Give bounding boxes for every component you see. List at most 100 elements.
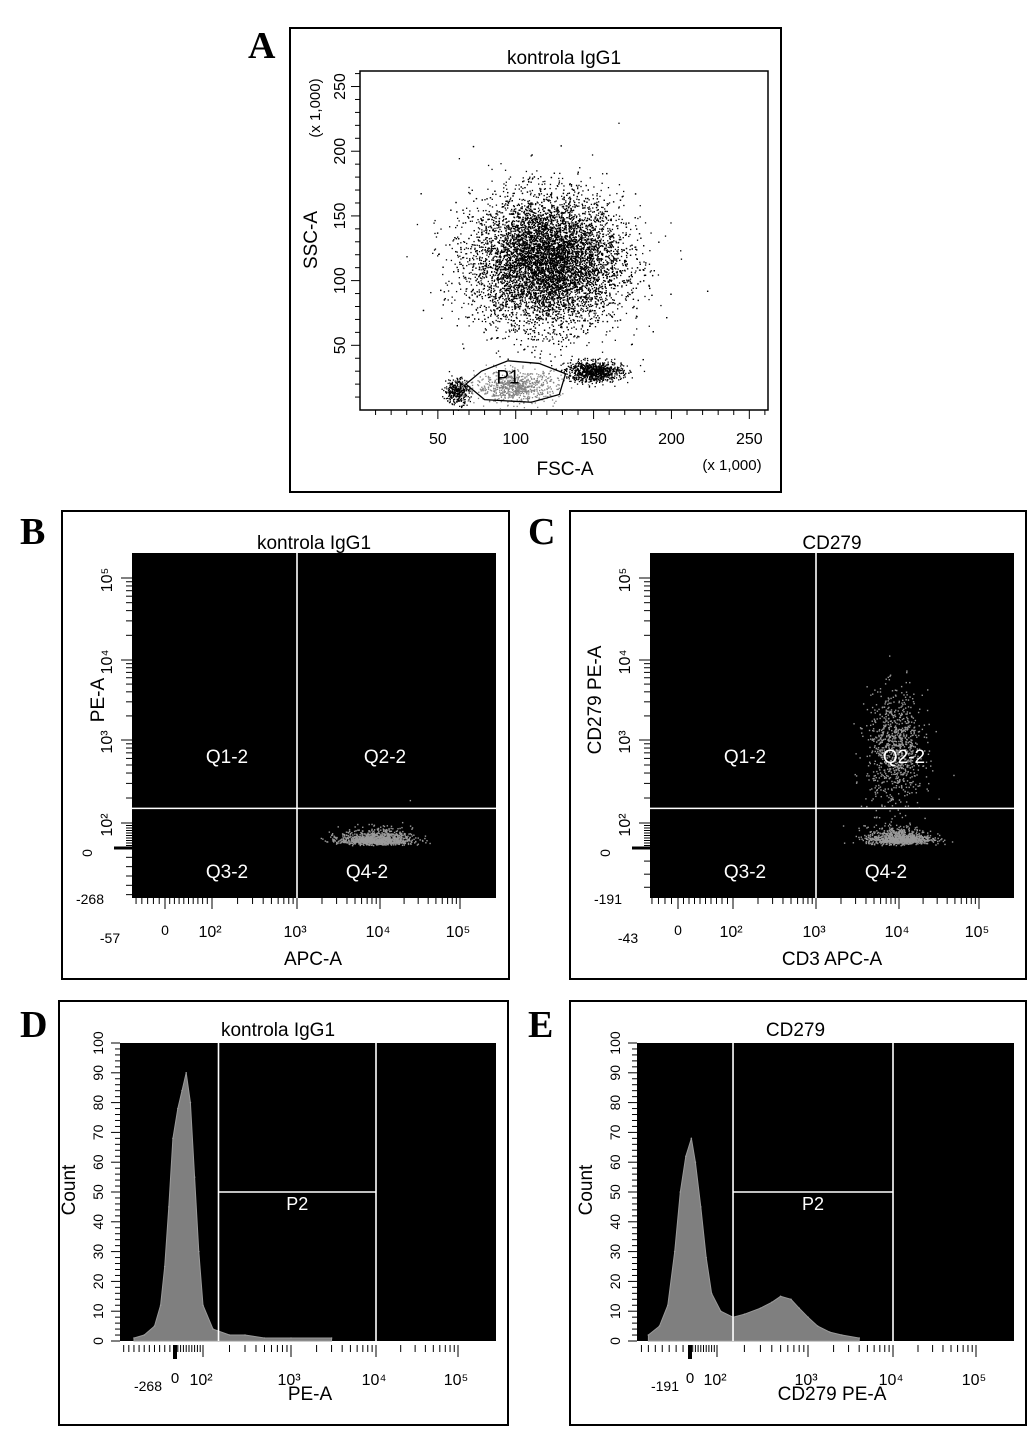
event-dot [601, 285, 604, 287]
event-dot [505, 304, 507, 307]
event-dot [518, 327, 520, 329]
event-dot [582, 232, 584, 235]
event-dot [512, 311, 514, 314]
event-dot [498, 256, 500, 258]
event-dot [490, 287, 493, 290]
event-dot [611, 302, 613, 304]
event-dot [485, 309, 487, 311]
event-dot [592, 253, 594, 255]
event-dot [509, 291, 512, 294]
event-dot [538, 262, 541, 265]
event-dot [525, 212, 528, 215]
event-dot [573, 204, 576, 206]
event-dot [526, 184, 529, 186]
event-dot [538, 269, 540, 271]
event-dot [594, 238, 597, 240]
event-dot [522, 237, 524, 239]
event-dot [588, 315, 590, 317]
event-dot [529, 194, 532, 196]
event-dot [589, 229, 592, 231]
event-dot [545, 273, 547, 276]
event-dot [549, 183, 552, 186]
event-dot [608, 262, 610, 264]
event-dot [551, 220, 553, 223]
event-dot [499, 356, 501, 358]
event-dot [541, 301, 544, 303]
event-dot [434, 232, 436, 235]
event-dot [539, 204, 541, 206]
event-dot [570, 280, 572, 283]
event-dot [581, 326, 584, 328]
event-dot [522, 198, 525, 201]
event-dot [564, 269, 566, 272]
event-dot [530, 338, 533, 340]
event-dot [541, 226, 543, 229]
event-dot [469, 278, 472, 280]
event-dot [525, 293, 527, 296]
event-dot [601, 298, 603, 300]
event-dot [475, 308, 477, 311]
event-dot [485, 226, 487, 229]
event-dot [513, 220, 516, 223]
event-dot [628, 293, 630, 295]
event-dot [609, 259, 611, 261]
event-dot [537, 207, 540, 209]
event-dot [593, 312, 595, 314]
event-dot [542, 238, 544, 240]
event-dot [612, 235, 614, 237]
event-dot [540, 176, 542, 178]
event-dot [534, 254, 536, 256]
event-dot [531, 301, 533, 303]
event-dot [567, 192, 569, 195]
event-dot [466, 265, 468, 267]
event-dot [595, 275, 598, 277]
event-dot [592, 322, 594, 325]
event-dot [509, 265, 511, 267]
event-dot [604, 285, 606, 288]
event-dot [518, 305, 520, 308]
event-dot [593, 220, 596, 223]
event-dot [530, 281, 532, 283]
event-dot [574, 322, 576, 324]
event-dot [532, 346, 534, 348]
event-dot [521, 267, 523, 269]
event-dot [596, 251, 598, 253]
event-dot [496, 227, 498, 229]
event-dot [559, 172, 561, 175]
event-dot [554, 208, 556, 210]
event-dot [552, 264, 554, 266]
event-dot [516, 317, 518, 320]
event-dot [554, 333, 556, 335]
event-dot [539, 239, 541, 241]
event-dot [499, 318, 502, 320]
event-dot [568, 288, 570, 290]
event-dot [482, 210, 485, 212]
event-dot [575, 276, 577, 278]
event-dot [527, 285, 529, 287]
event-dot [595, 287, 598, 289]
event-dot [588, 234, 590, 236]
event-dot [584, 302, 587, 304]
event-dot [574, 269, 577, 272]
event-dot [591, 283, 593, 285]
event-dot [590, 216, 592, 218]
event-dot [540, 215, 542, 218]
event-dot [506, 242, 508, 245]
event-dot [573, 326, 575, 328]
event-dot [570, 198, 572, 200]
event-dot [581, 317, 583, 319]
event-dot [548, 219, 550, 222]
event-dot [551, 236, 553, 238]
event-dot [543, 248, 545, 250]
event-dot [465, 278, 467, 280]
event-dot [524, 235, 527, 237]
event-dot [592, 233, 594, 236]
event-dot [552, 229, 554, 232]
event-dot [558, 290, 560, 292]
event-dot [524, 283, 526, 285]
event-dot [548, 243, 550, 245]
event-dot [554, 274, 556, 277]
event-dot [533, 330, 536, 332]
event-dot [541, 298, 543, 300]
event-dot [599, 232, 601, 235]
